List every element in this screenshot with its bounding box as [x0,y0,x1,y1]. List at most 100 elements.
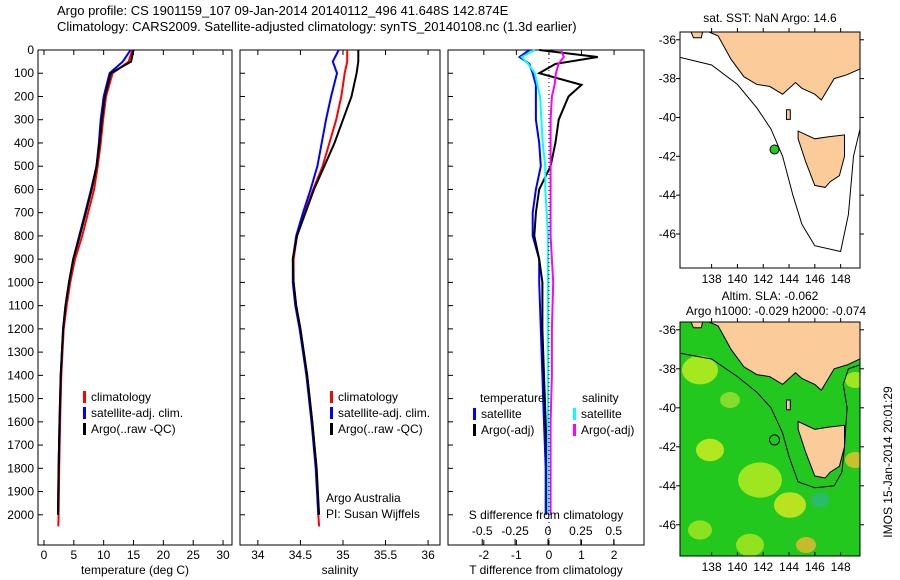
lat-tick-label: -36 [659,323,677,337]
x-tick-label: 34.5 [289,548,313,562]
x2-axis-label: S difference from climatology [469,508,624,522]
series-line-s-argo-adj- [549,49,565,515]
y-tick-label: 300 [14,113,34,127]
x-tick-label: -1 [511,548,522,562]
map-title: sat. SST: NaN Argo: 14.6 [703,11,837,25]
map-title: Altim. SLA: -0.062 [722,289,819,303]
sla-anomaly-blob [696,438,724,462]
x-axis-label: T difference from climatology [469,563,623,577]
x2-tick-label: -0.25 [501,524,529,538]
sla-anomaly-blob [845,452,860,468]
lon-tick-label: 138 [702,272,722,286]
sla-anomaly-blob [845,372,860,388]
x-tick-label: 36 [421,548,435,562]
y-tick-label: 0 [27,43,34,57]
series-line-s-satellite [520,49,549,515]
x-tick-label: 30 [216,548,230,562]
legend-swatch [330,391,333,403]
argo-float-marker [769,434,781,446]
lon-tick-label: 148 [831,272,851,286]
imos-timestamp: IMOS 15-Jan-2014 20:01:29 [881,386,895,538]
x-tick-label: 0 [41,548,48,562]
x-tick-label: 2 [611,548,618,562]
land-mainland [708,32,860,101]
title-line2: Climatology: CARS2009. Satellite-adjuste… [57,19,577,34]
sla-anomaly-blob [720,392,740,408]
lon-tick-label: 148 [831,560,851,574]
y-tick-label: 400 [14,136,34,150]
sla-map-content [680,322,860,556]
legend-label: climatology [338,390,398,404]
y-tick-label: 700 [14,206,34,220]
lon-tick-label: 140 [727,272,747,286]
lat-tick-label: -42 [659,149,677,163]
y-tick-label: 1600 [7,415,34,429]
y-tick-label: 1900 [7,485,34,499]
temperature-axes [37,49,233,546]
x-tick-label: 10 [97,548,111,562]
sla-anomaly-blob [682,355,718,385]
sst-map-content [680,32,860,268]
y-tick-label: 200 [14,89,34,103]
lon-tick-label: 142 [753,272,773,286]
legend-label: Argo(-adj) [481,423,534,437]
sla-anomaly-blob [736,533,764,556]
y-tick-label: 1500 [7,392,34,406]
sst-map-frame [679,31,861,269]
lat-tick-label: -46 [659,518,677,532]
lat-tick-label: -42 [659,440,677,454]
legend-label: satellite-adj. clim. [91,406,183,420]
legend-swatch [83,407,86,419]
y-tick-label: 1200 [7,322,34,336]
sla-anomaly-blob [774,492,806,518]
x-tick-label: 0 [546,548,553,562]
y-tick-label: 1000 [7,275,34,289]
y-tick-label: 800 [14,229,34,243]
y-tick-label: 500 [14,159,34,173]
lat-tick-label: -36 [659,33,677,47]
lon-tick-label: 146 [805,560,825,574]
y-tick-label: 1400 [7,368,34,382]
land-tasmania [797,420,845,479]
legend-label: satellite [481,407,522,421]
legend-header-salinity: salinity [582,391,619,405]
y-tick-label: 900 [14,252,34,266]
legend-swatch [573,408,576,420]
x-tick-label: 25 [187,548,201,562]
y-tick-label: 1100 [8,299,34,313]
lon-tick-label: 144 [779,560,799,574]
x-axis-label: salinity [322,563,359,577]
x-tick-label: 1 [578,548,585,562]
land-king [786,399,791,411]
x2-tick-label: -0.5 [472,524,493,538]
series-line-argo-raw-qc- [291,50,360,515]
sla-anomaly-blob [738,462,782,498]
legend-label: satellite-adj. clim. [338,406,430,420]
series-line-t-satellite [517,49,547,515]
x-tick-label: 20 [157,548,171,562]
pi-label: PI: Susan Wijffels [326,507,420,521]
x-tick-label: -2 [478,548,489,562]
x-tick-label: 35.5 [374,548,398,562]
lat-tick-label: -40 [659,401,677,415]
legend-swatch [83,423,86,435]
sla-anomaly-blob [796,537,816,553]
series-line-t-argo-adj- [533,49,598,515]
x2-tick-label: 0 [545,524,552,538]
lon-tick-label: 140 [727,560,747,574]
legend-swatch [330,407,333,419]
sla-map-frame [679,321,861,557]
land-tasmania [797,130,845,188]
y-tick-label: 1700 [7,438,34,452]
lat-tick-label: -44 [659,479,677,493]
land-king [786,109,791,120]
land-kangaroo [690,322,704,329]
depth-contour [680,56,860,253]
salinity-axes [239,49,441,546]
lat-tick-label: -44 [659,188,677,202]
lon-tick-label: 138 [702,560,722,574]
x2-tick-label: 0.25 [569,524,593,538]
y-tick-label: 600 [14,182,34,196]
